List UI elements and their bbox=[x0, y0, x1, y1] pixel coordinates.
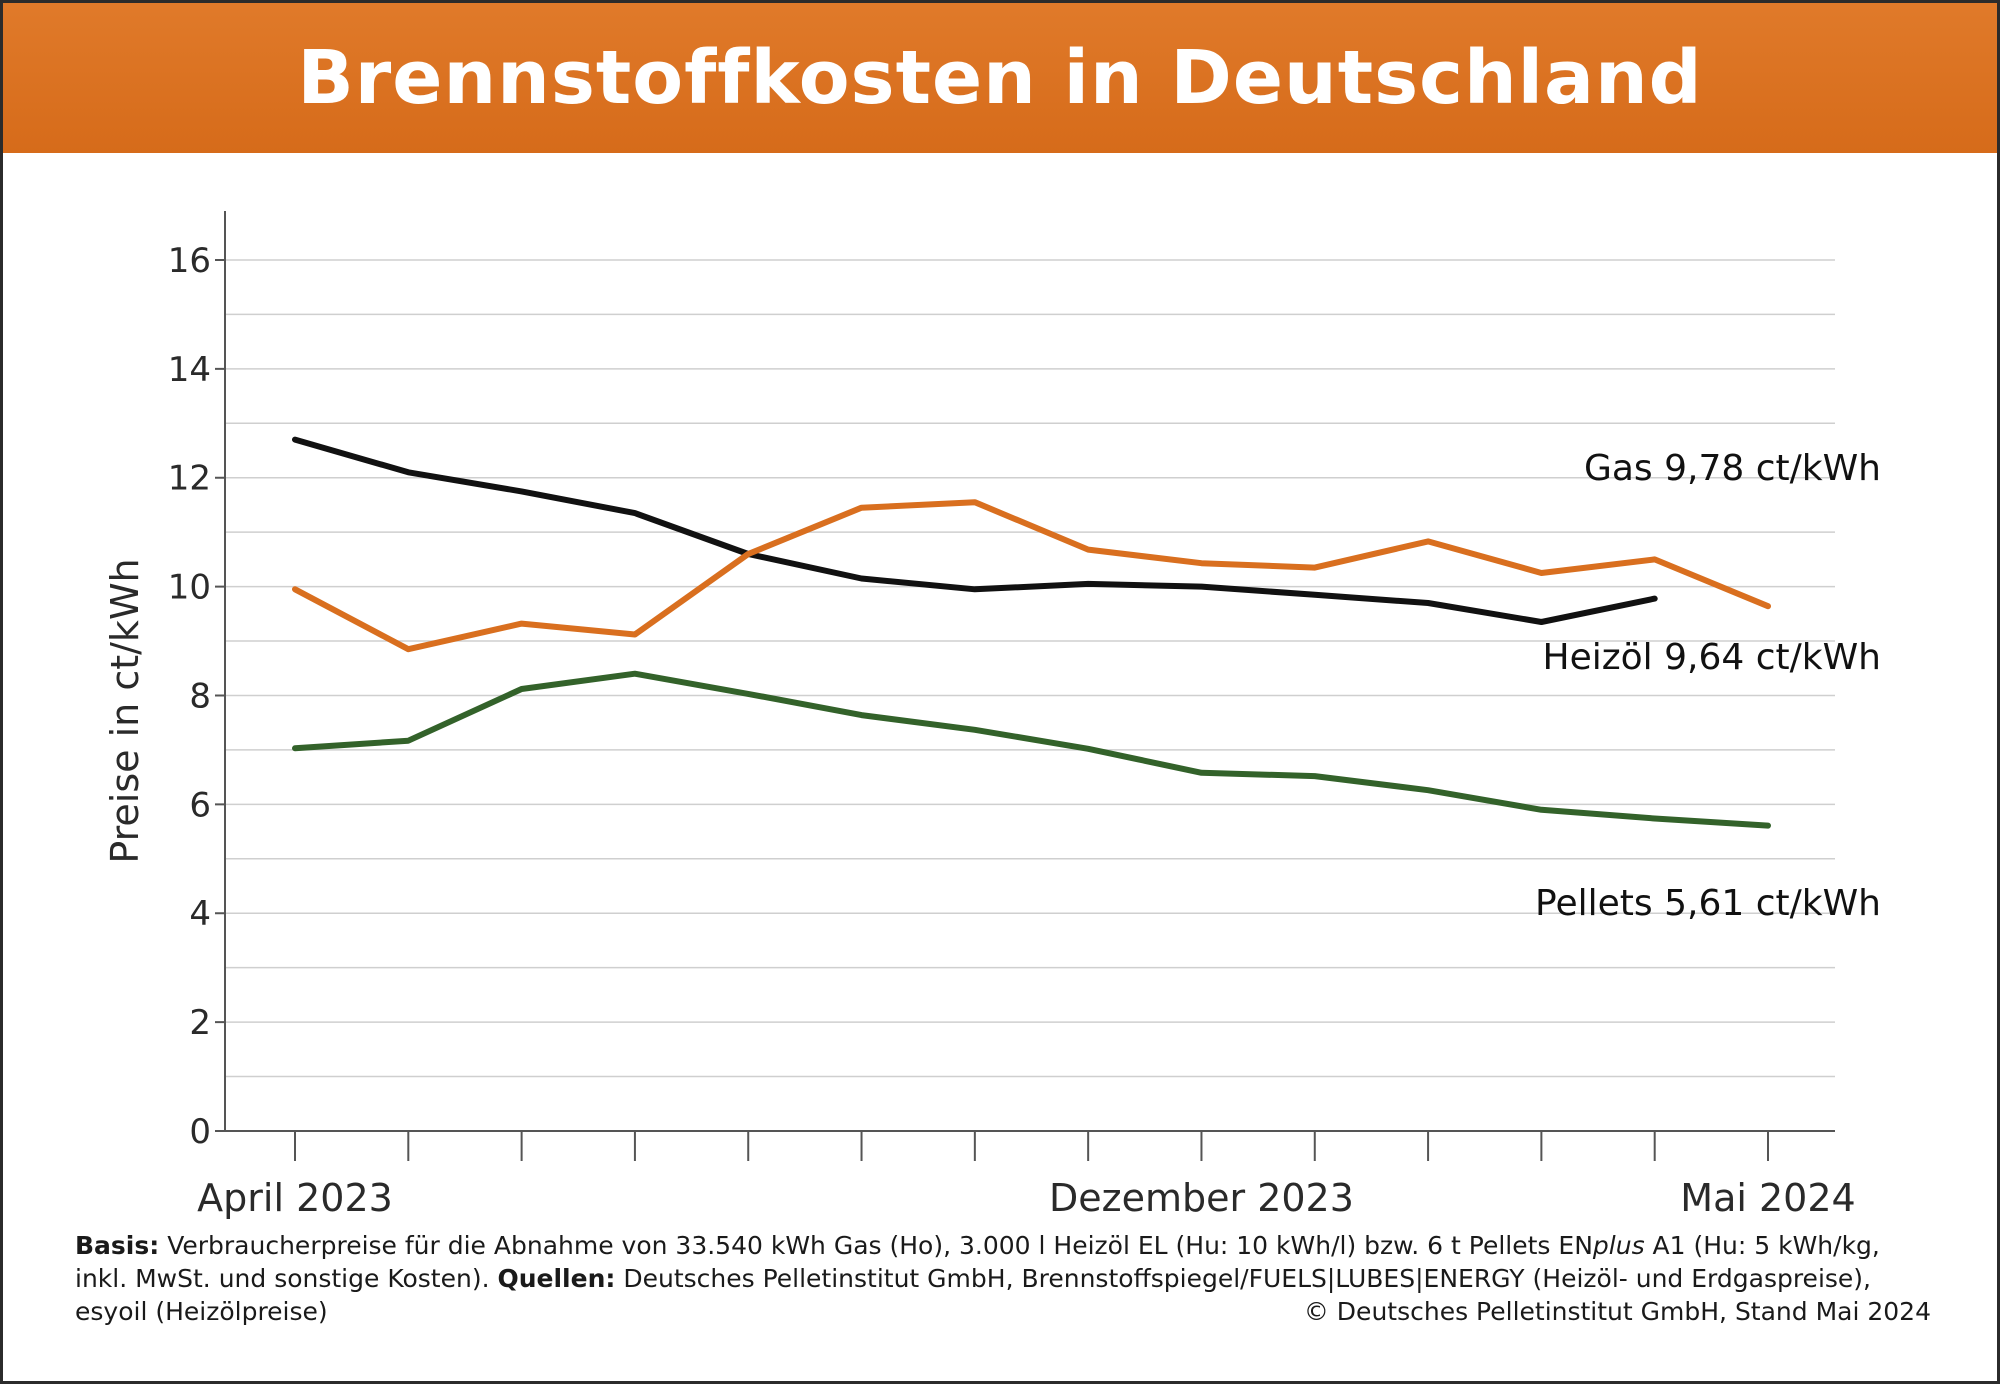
y-tick-label: 2 bbox=[189, 1003, 211, 1043]
line-chart: 0 2 4 6 8 10 12 14 16 April 2023 Dezember 2023 Mai … bbox=[103, 211, 1881, 1220]
x-tick-label: Dezember 2023 bbox=[1049, 1176, 1354, 1220]
series-line-pellets bbox=[292, 670, 1771, 829]
series-label-gas: Gas 9,78 ct/kWh bbox=[1584, 448, 1881, 489]
y-tick-label: 8 bbox=[189, 676, 211, 716]
series-value-pellets: 5,61 ct/kWh bbox=[1664, 883, 1881, 924]
series-value-gas: 9,78 ct/kWh bbox=[1664, 448, 1881, 489]
series-label-pellets: Pellets 5,61 ct/kWh bbox=[1535, 883, 1881, 924]
y-tick-label: 10 bbox=[168, 568, 211, 608]
grid-layer bbox=[225, 259, 1835, 1078]
basis-text-2: A1 (Hu: 5 kWh/kg, inkl. MwSt. und sonsti… bbox=[75, 1231, 1880, 1293]
y-tick-label: 6 bbox=[189, 785, 211, 825]
x-tick-label: Mai 2024 bbox=[1680, 1176, 1855, 1220]
enplus-italic: plus bbox=[1592, 1231, 1645, 1260]
axis-layer: 0 2 4 6 8 10 12 14 16 April 2023 Dezember 2023 Mai … bbox=[103, 211, 1856, 1220]
series-line-heizoel bbox=[292, 499, 1771, 653]
y-tick-label: 12 bbox=[168, 459, 211, 499]
footnote: Basis: Verbraucherpreise für die Abnahme… bbox=[75, 1229, 1931, 1328]
y-axis-title: Preise in ct/kWh bbox=[103, 558, 147, 863]
x-tick-label: April 2023 bbox=[197, 1176, 393, 1220]
y-tick-label: 0 bbox=[189, 1112, 211, 1152]
basis-label: Basis: bbox=[75, 1231, 160, 1260]
sources-text: Deutsches Pelletinstitut GmbH, Brennstof… bbox=[75, 1264, 1871, 1326]
series-label-heizoel: Heizöl 9,64 ct/kWh bbox=[1543, 637, 1882, 678]
footnote-text: Basis: Verbraucherpreise für die Abnahme… bbox=[75, 1229, 1931, 1328]
series-labels: Gas 9,78 ct/kWh Heizöl 9,64 ct/kWh Pellets… bbox=[1535, 448, 1881, 924]
series-line-gas bbox=[292, 436, 1658, 625]
series-layer bbox=[292, 436, 1771, 829]
sources-label: Quellen: bbox=[497, 1264, 616, 1293]
basis-text: Verbraucherpreise für die Abnahme von 33… bbox=[159, 1231, 1593, 1260]
series-name-pellets: Pellets bbox=[1535, 883, 1664, 924]
chart-title: Brennstoffkosten in Deutschland bbox=[297, 35, 1703, 121]
y-tick-label: 16 bbox=[168, 241, 211, 281]
series-name-gas: Gas bbox=[1584, 448, 1664, 489]
copyright: © Deutsches Pelletinstitut GmbH, Stand M… bbox=[1303, 1297, 1931, 1326]
y-tick-label: 4 bbox=[189, 894, 211, 934]
series-value-heizoel: 9,64 ct/kWh bbox=[1664, 637, 1881, 678]
series-name-heizoel: Heizöl bbox=[1543, 637, 1665, 678]
title-banner: Brennstoffkosten in Deutschland bbox=[3, 3, 1997, 153]
y-tick-label: 14 bbox=[168, 350, 211, 390]
